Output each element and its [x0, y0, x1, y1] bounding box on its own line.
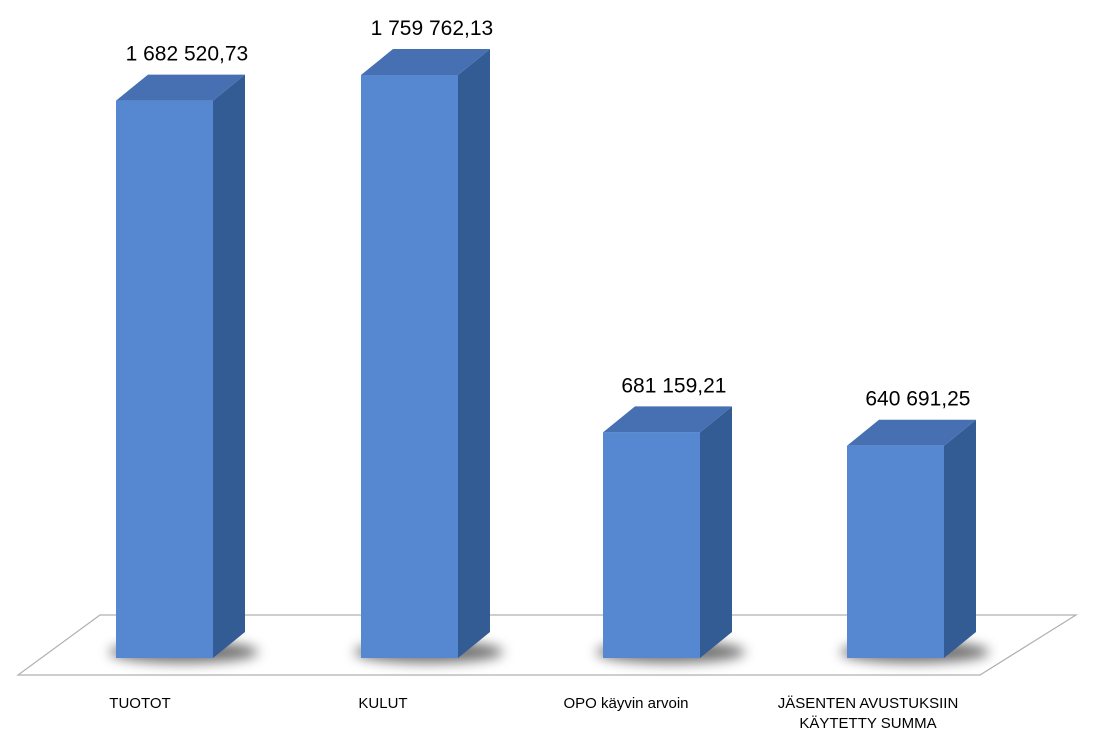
bar-value-label: 681 159,21: [621, 374, 726, 397]
bar-value-label: 1 682 520,73: [126, 43, 249, 66]
chart-floor: [16, 614, 1079, 676]
bar-front-face: [603, 432, 700, 658]
bar-top-face: [116, 74, 245, 101]
category-label: OPO käyvin arvoin: [563, 695, 688, 712]
bar-front-face: [116, 100, 213, 659]
bar: [361, 49, 490, 658]
bar-value-label: 1 759 762,13: [371, 17, 494, 40]
bar-side-face: [213, 74, 245, 659]
bar-top-face: [847, 419, 976, 446]
category-labels: TUOTOT KULUT OPO käyvin arvoin JÄSENTEN AVU…: [109, 695, 958, 732]
bar: [847, 419, 976, 658]
bar-side-face: [944, 419, 976, 658]
category-label: JÄSENTEN AVUSTUKSIIN: [778, 695, 959, 712]
bar-front-face: [361, 75, 458, 658]
bar-front-face: [847, 445, 944, 658]
category-label: KÄYTETTY SUMMA: [799, 715, 936, 732]
bar-series: [116, 49, 976, 659]
bar-side-face: [700, 406, 732, 658]
bar-top-face: [361, 49, 490, 75]
category-label: TUOTOT: [109, 695, 170, 712]
bar-value-label: 640 691,25: [865, 388, 970, 411]
bar: [116, 74, 245, 659]
bar-side-face: [458, 49, 490, 658]
bar: [603, 406, 732, 658]
bar-top-face: [603, 406, 732, 433]
category-label: KULUT: [358, 695, 407, 712]
value-labels: 1 682 520,73 1 759 762,13 681 159,21 640 69…: [126, 17, 971, 411]
